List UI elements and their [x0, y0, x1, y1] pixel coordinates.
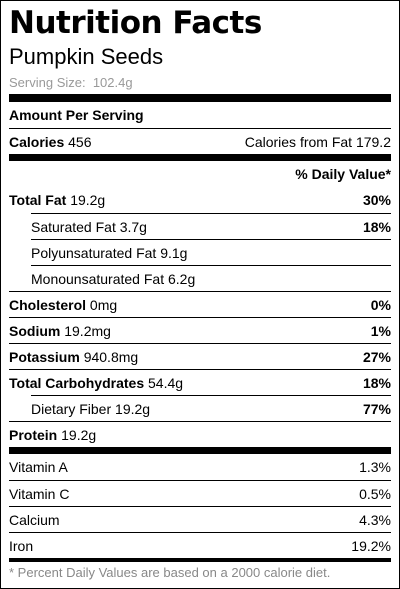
vitamin-row: Vitamin A 1.3%: [9, 454, 391, 480]
daily-value: 27%: [362, 349, 391, 365]
title: Nutrition Facts: [9, 5, 262, 41]
fat-cal-value: 179.2: [355, 134, 391, 150]
daily-value: 18%: [362, 219, 391, 235]
daily-value: 1%: [370, 323, 391, 339]
vitamin-row: Calcium 4.3%: [9, 506, 391, 532]
nutrient-amount: 3.7g: [119, 219, 147, 235]
nutrient-row: Sodium 19.2mg 1%: [9, 317, 391, 343]
nutrient: Monounsaturated Fat 6.2g: [31, 266, 195, 291]
serving-value: 102.4g: [92, 75, 133, 90]
nutrient-label: Cholesterol: [9, 297, 87, 313]
nutrient-row: Total Fat 19.2g 30%: [9, 187, 391, 213]
amount-row: Amount Per Serving: [9, 102, 391, 128]
nutrient-label: Potassium: [9, 349, 80, 365]
nutrient-label: Dietary Fiber: [31, 401, 112, 417]
nutrient-amount: 54.4g: [148, 375, 184, 391]
nutrient-amount: 0mg: [89, 297, 118, 313]
nutrient-row: Monounsaturated Fat 6.2g: [31, 265, 391, 291]
nutrient-amount: 9.1g: [160, 245, 188, 261]
nutrient: Total Fat 19.2g: [9, 187, 105, 213]
vitamin-value: 19.2%: [351, 538, 391, 554]
food-name: Pumpkin Seeds: [9, 44, 164, 69]
thick-rule: [9, 94, 391, 102]
serving-size: Serving Size: 102.4g: [9, 72, 391, 94]
rule: [9, 558, 391, 562]
nutrient-label: Total Carbohydrates: [9, 375, 145, 391]
vitamin-label: Calcium: [9, 512, 60, 528]
nutrient-row: Protein 19.2g: [9, 421, 391, 447]
vitamin-value: 0.5%: [359, 486, 391, 502]
nutrient-amount: 19.2mg: [64, 323, 111, 339]
calories-label: Calories: [9, 134, 65, 150]
dv-header: % Daily Value*: [295, 166, 391, 182]
calories-value: 456: [68, 134, 92, 150]
nutrient-label: Monounsaturated Fat: [31, 271, 165, 287]
nutrient-amount: 19.2g: [70, 192, 106, 208]
vitamin-row: Vitamin C 0.5%: [9, 480, 391, 506]
daily-value: 77%: [362, 401, 391, 417]
nutrient-amount: 940.8mg: [83, 349, 139, 365]
nutrient-label: Total Fat: [9, 192, 67, 208]
nutrient-row: Saturated Fat 3.7g 18%: [31, 213, 391, 239]
nutrient-label: Sodium: [9, 323, 61, 339]
vitamin-list: Vitamin A 1.3% Vitamin C 0.5% Calcium 4.3% Iro…: [9, 454, 391, 558]
nutrient: Polyunsaturated Fat 9.1g: [31, 240, 187, 265]
vitamin-row: Iron 19.2%: [9, 532, 391, 558]
calories-row: Calories 456 Calories from Fat 179.2: [9, 128, 391, 154]
vitamin-label: Vitamin C: [9, 486, 70, 502]
nutrient-list: Total Fat 19.2g 30% Saturated Fat 3.7g 18% P…: [9, 187, 391, 447]
vitamin-label: Vitamin A: [9, 459, 68, 475]
nutrient-row: Potassium 940.8mg 27%: [9, 343, 391, 369]
calories: Calories 456: [9, 129, 92, 154]
fat-cal-label: Calories from Fat: [244, 134, 353, 150]
nutrient-amount: 19.2g: [115, 401, 151, 417]
nutrient-row: Cholesterol 0mg 0%: [9, 291, 391, 317]
nutrient: Saturated Fat 3.7g: [31, 214, 147, 239]
nutrient: Total Carbohydrates 54.4g: [9, 370, 183, 395]
nutrient: Cholesterol 0mg: [9, 292, 117, 317]
nutrient-amount: 19.2g: [61, 427, 97, 443]
daily-value: 18%: [362, 375, 391, 391]
nutrient: Potassium 940.8mg: [9, 344, 138, 369]
nutrient-row: Dietary Fiber 19.2g 77%: [31, 395, 391, 421]
nutrient-label: Saturated Fat: [31, 219, 116, 235]
vitamin-label: Iron: [9, 538, 34, 554]
amount-header: Amount Per Serving: [9, 107, 144, 123]
nutrient-amount: 6.2g: [167, 271, 196, 287]
nutrient: Protein 19.2g: [9, 422, 96, 447]
footnote: * Percent Daily Values are based on a 20…: [9, 565, 331, 580]
vitamin-value: 4.3%: [359, 512, 391, 528]
daily-value: 0%: [370, 297, 391, 313]
daily-value: 30%: [362, 192, 391, 208]
nutrient-row: Polyunsaturated Fat 9.1g: [31, 239, 391, 265]
nutrient: Sodium 19.2mg: [9, 318, 111, 343]
serving-label: Serving Size:: [9, 75, 86, 90]
thick-rule: [9, 154, 391, 161]
vitamin-value: 1.3%: [359, 459, 391, 475]
nutrient-label: Protein: [9, 427, 58, 443]
nutrient: Dietary Fiber 19.2g: [31, 396, 150, 421]
dv-row: % Daily Value*: [9, 161, 391, 187]
nutrient-label: Polyunsaturated Fat: [31, 245, 157, 261]
thick-rule: [9, 447, 391, 454]
nutrient-row: Total Carbohydrates 54.4g 18%: [9, 369, 391, 395]
calories-from-fat: Calories from Fat 179.2: [245, 129, 391, 154]
